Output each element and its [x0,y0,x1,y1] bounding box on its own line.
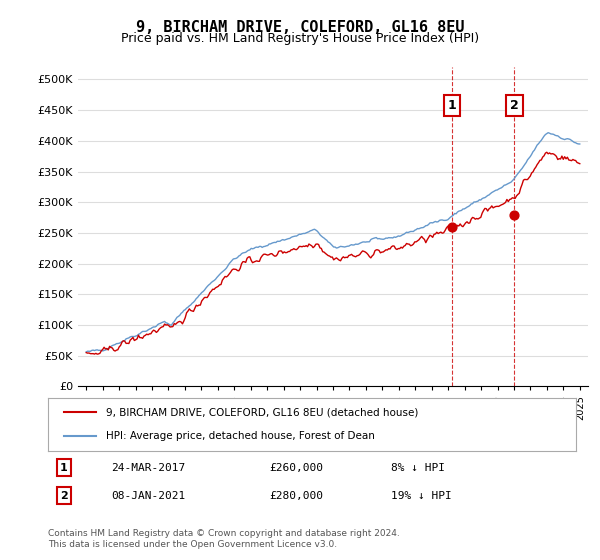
Text: £260,000: £260,000 [270,463,324,473]
Text: 8% ↓ HPI: 8% ↓ HPI [391,463,445,473]
Text: 9, BIRCHAM DRIVE, COLEFORD, GL16 8EU: 9, BIRCHAM DRIVE, COLEFORD, GL16 8EU [136,20,464,35]
Text: 08-JAN-2021: 08-JAN-2021 [112,491,185,501]
Text: Contains HM Land Registry data © Crown copyright and database right 2024.
This d: Contains HM Land Registry data © Crown c… [48,529,400,549]
Point [509,210,519,219]
Text: 2: 2 [510,99,519,112]
Text: HPI: Average price, detached house, Forest of Dean: HPI: Average price, detached house, Fore… [106,431,375,441]
Text: 1: 1 [448,99,456,112]
Text: 24-MAR-2017: 24-MAR-2017 [112,463,185,473]
Text: 1: 1 [60,463,68,473]
Point [447,222,457,231]
Text: 19% ↓ HPI: 19% ↓ HPI [391,491,452,501]
Text: £280,000: £280,000 [270,491,324,501]
Text: Price paid vs. HM Land Registry's House Price Index (HPI): Price paid vs. HM Land Registry's House … [121,32,479,45]
Text: 9, BIRCHAM DRIVE, COLEFORD, GL16 8EU (detached house): 9, BIRCHAM DRIVE, COLEFORD, GL16 8EU (de… [106,408,418,418]
Text: 2: 2 [60,491,68,501]
